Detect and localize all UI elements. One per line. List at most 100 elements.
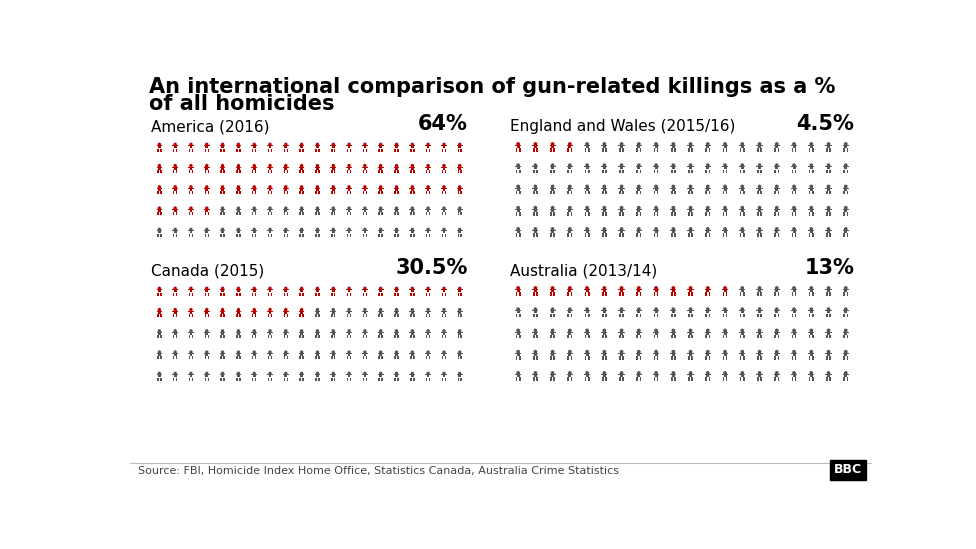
FancyBboxPatch shape bbox=[442, 332, 445, 335]
Circle shape bbox=[706, 350, 710, 354]
FancyBboxPatch shape bbox=[267, 289, 273, 290]
Text: BBC: BBC bbox=[834, 463, 862, 477]
FancyBboxPatch shape bbox=[603, 187, 606, 191]
Circle shape bbox=[174, 350, 177, 354]
FancyBboxPatch shape bbox=[778, 170, 779, 173]
FancyBboxPatch shape bbox=[620, 288, 623, 292]
FancyBboxPatch shape bbox=[826, 170, 828, 173]
FancyBboxPatch shape bbox=[284, 310, 287, 313]
FancyBboxPatch shape bbox=[778, 191, 779, 194]
Text: 64%: 64% bbox=[418, 114, 468, 135]
Circle shape bbox=[394, 308, 398, 311]
FancyBboxPatch shape bbox=[331, 145, 336, 147]
FancyBboxPatch shape bbox=[571, 212, 572, 216]
FancyBboxPatch shape bbox=[516, 187, 519, 191]
FancyBboxPatch shape bbox=[176, 170, 178, 173]
Circle shape bbox=[427, 164, 429, 167]
Circle shape bbox=[363, 287, 367, 290]
FancyBboxPatch shape bbox=[366, 191, 367, 194]
Circle shape bbox=[236, 308, 240, 311]
FancyBboxPatch shape bbox=[346, 335, 348, 338]
FancyBboxPatch shape bbox=[268, 166, 271, 170]
FancyBboxPatch shape bbox=[743, 293, 745, 296]
FancyBboxPatch shape bbox=[188, 149, 190, 152]
FancyBboxPatch shape bbox=[205, 166, 208, 170]
Circle shape bbox=[284, 228, 288, 231]
FancyBboxPatch shape bbox=[176, 314, 178, 317]
FancyBboxPatch shape bbox=[809, 212, 810, 216]
Circle shape bbox=[671, 350, 675, 354]
FancyBboxPatch shape bbox=[189, 145, 192, 148]
FancyBboxPatch shape bbox=[792, 170, 793, 173]
FancyBboxPatch shape bbox=[705, 310, 711, 311]
FancyBboxPatch shape bbox=[191, 378, 193, 380]
FancyBboxPatch shape bbox=[252, 289, 257, 290]
FancyBboxPatch shape bbox=[363, 191, 364, 194]
FancyBboxPatch shape bbox=[791, 310, 797, 311]
FancyBboxPatch shape bbox=[534, 310, 537, 313]
FancyBboxPatch shape bbox=[567, 166, 573, 167]
FancyBboxPatch shape bbox=[204, 289, 210, 290]
FancyBboxPatch shape bbox=[300, 356, 301, 360]
FancyBboxPatch shape bbox=[635, 332, 642, 333]
FancyBboxPatch shape bbox=[173, 374, 178, 376]
FancyBboxPatch shape bbox=[793, 373, 795, 377]
FancyBboxPatch shape bbox=[315, 314, 317, 317]
FancyBboxPatch shape bbox=[671, 373, 674, 377]
FancyBboxPatch shape bbox=[315, 378, 317, 380]
FancyBboxPatch shape bbox=[830, 191, 831, 194]
FancyBboxPatch shape bbox=[586, 144, 589, 148]
FancyBboxPatch shape bbox=[173, 335, 175, 338]
FancyBboxPatch shape bbox=[739, 209, 746, 210]
FancyBboxPatch shape bbox=[173, 293, 175, 295]
Circle shape bbox=[363, 143, 367, 146]
FancyBboxPatch shape bbox=[639, 233, 641, 237]
FancyBboxPatch shape bbox=[516, 166, 519, 170]
FancyBboxPatch shape bbox=[235, 353, 241, 354]
Circle shape bbox=[654, 307, 658, 311]
FancyBboxPatch shape bbox=[726, 335, 727, 338]
FancyBboxPatch shape bbox=[843, 293, 845, 296]
FancyBboxPatch shape bbox=[707, 310, 710, 313]
FancyBboxPatch shape bbox=[760, 335, 762, 338]
Circle shape bbox=[620, 184, 624, 188]
FancyBboxPatch shape bbox=[156, 231, 162, 232]
FancyBboxPatch shape bbox=[461, 149, 462, 152]
FancyBboxPatch shape bbox=[571, 191, 572, 194]
FancyBboxPatch shape bbox=[794, 191, 796, 194]
Circle shape bbox=[158, 143, 161, 146]
FancyBboxPatch shape bbox=[588, 212, 590, 216]
FancyBboxPatch shape bbox=[176, 335, 178, 338]
FancyBboxPatch shape bbox=[174, 310, 177, 313]
FancyBboxPatch shape bbox=[160, 149, 162, 152]
FancyBboxPatch shape bbox=[636, 335, 638, 338]
FancyBboxPatch shape bbox=[637, 373, 640, 377]
FancyBboxPatch shape bbox=[252, 191, 254, 194]
FancyBboxPatch shape bbox=[346, 145, 352, 147]
FancyBboxPatch shape bbox=[826, 289, 832, 290]
FancyBboxPatch shape bbox=[757, 148, 758, 152]
FancyBboxPatch shape bbox=[458, 335, 459, 338]
FancyBboxPatch shape bbox=[655, 310, 658, 313]
Circle shape bbox=[332, 350, 335, 354]
FancyBboxPatch shape bbox=[671, 166, 674, 170]
Circle shape bbox=[458, 143, 462, 146]
FancyBboxPatch shape bbox=[743, 378, 745, 381]
FancyBboxPatch shape bbox=[536, 378, 538, 381]
FancyBboxPatch shape bbox=[410, 311, 415, 312]
Circle shape bbox=[706, 286, 710, 290]
Circle shape bbox=[442, 287, 446, 290]
FancyBboxPatch shape bbox=[826, 353, 832, 354]
FancyBboxPatch shape bbox=[636, 378, 638, 381]
FancyBboxPatch shape bbox=[639, 313, 641, 317]
FancyBboxPatch shape bbox=[757, 233, 758, 237]
FancyBboxPatch shape bbox=[705, 230, 711, 231]
Circle shape bbox=[586, 371, 589, 375]
Circle shape bbox=[315, 185, 319, 188]
FancyBboxPatch shape bbox=[158, 332, 161, 335]
Circle shape bbox=[793, 286, 795, 290]
FancyBboxPatch shape bbox=[267, 191, 269, 194]
Circle shape bbox=[253, 143, 256, 146]
FancyBboxPatch shape bbox=[812, 170, 814, 173]
FancyBboxPatch shape bbox=[362, 289, 368, 290]
